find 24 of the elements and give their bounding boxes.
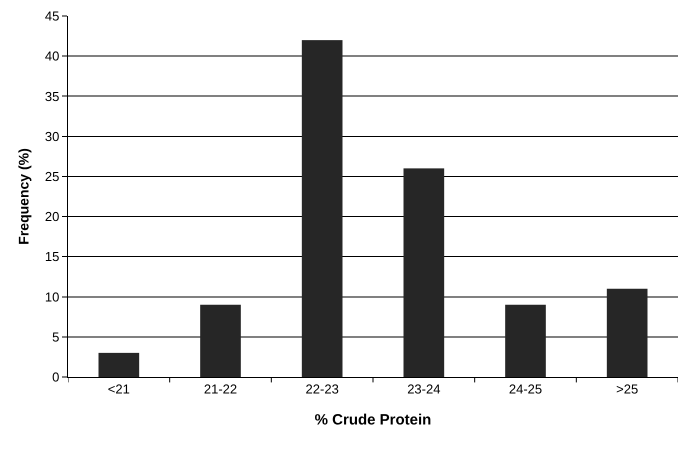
bar xyxy=(302,40,342,377)
y-tick-label: 35 xyxy=(44,88,60,104)
y-axis-title: Frequency (%) xyxy=(16,148,32,245)
y-tick-label: 40 xyxy=(44,48,60,64)
y-tick-label: 45 xyxy=(44,8,60,24)
x-tick-label: 24-25 xyxy=(508,382,542,397)
y-tick-label: 5 xyxy=(52,329,60,344)
x-axis-title: % Crude Protein xyxy=(314,412,432,429)
x-tick-label: 22-23 xyxy=(306,382,339,397)
y-tick-label: 10 xyxy=(44,289,60,304)
bar xyxy=(505,304,546,377)
y-tick-label: 0 xyxy=(52,370,60,385)
bar xyxy=(606,288,648,377)
x-tick-label: >25 xyxy=(616,382,638,397)
bar xyxy=(98,352,140,377)
x-tick-label: 23-24 xyxy=(407,382,440,397)
y-tick-label: 15 xyxy=(44,249,60,264)
x-tick-label: 21-22 xyxy=(204,382,238,397)
bar xyxy=(200,304,241,377)
y-tick-label: 30 xyxy=(44,128,60,144)
y-tick-label: 20 xyxy=(44,209,60,224)
x-tick-label: <21 xyxy=(108,382,130,397)
y-tick-label: 25 xyxy=(44,168,60,184)
bar xyxy=(404,168,444,377)
